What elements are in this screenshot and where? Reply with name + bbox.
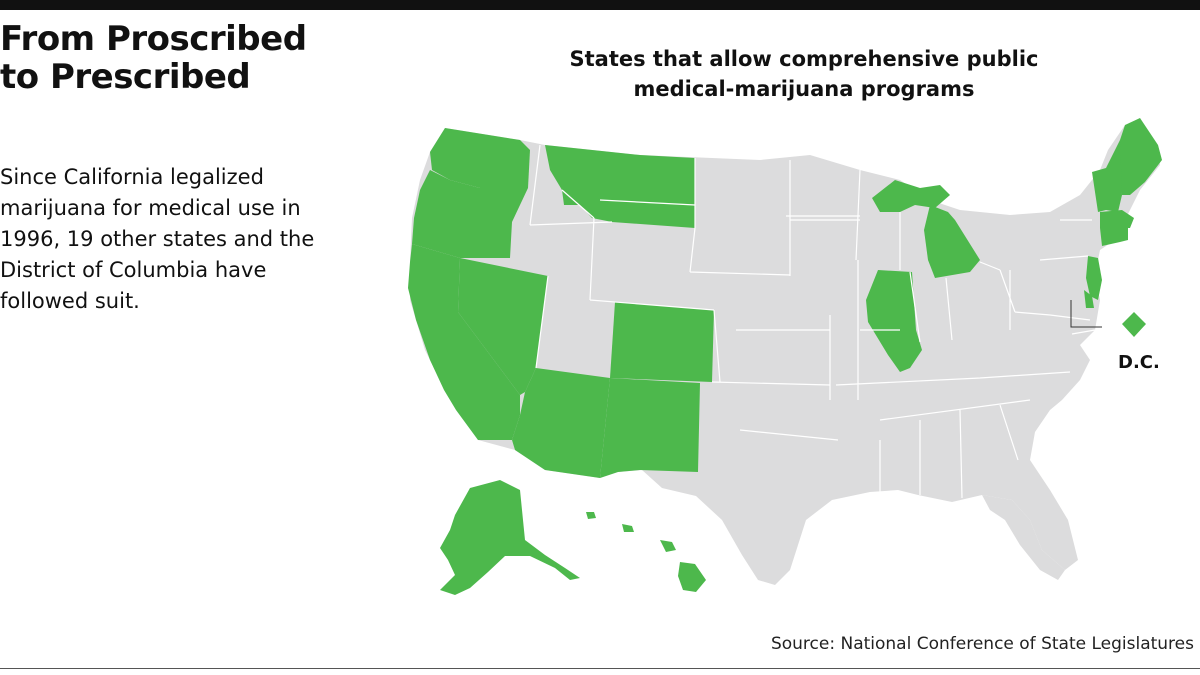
top-rule (0, 0, 1200, 10)
state-rhode-island (1120, 228, 1128, 242)
state-hawaii-oahu (622, 524, 634, 532)
state-michigan-lower (924, 205, 980, 278)
dek-text: Since California legalized marijuana for… (0, 165, 315, 313)
state-oregon (412, 170, 528, 258)
state-new-jersey (1086, 256, 1102, 300)
state-nevada (458, 258, 548, 395)
state-connecticut (1100, 228, 1120, 246)
dc-marker (1122, 312, 1146, 337)
dc-leader-line (1070, 300, 1102, 328)
state-arizona (512, 368, 610, 478)
headline-line-1: From Proscribed (0, 19, 307, 59)
bottom-rule (0, 668, 1200, 669)
state-alaska (440, 480, 580, 595)
state-maine (1118, 118, 1162, 195)
florida-outline (982, 495, 1065, 580)
map-title-line-1: States that allow comprehensive public (569, 47, 1039, 71)
state-new-hampshire (1106, 140, 1122, 212)
state-illinois (866, 270, 922, 372)
state-colorado (610, 302, 714, 382)
map-title-line-2: medical-marijuana programs (633, 77, 975, 101)
state-washington (430, 128, 530, 188)
state-borders (529, 144, 1096, 499)
state-hawaii-big-island (678, 562, 706, 592)
state-delaware (1084, 290, 1094, 308)
state-michigan-upper (872, 180, 950, 212)
headline: From Proscribed to Prescribed (0, 20, 360, 96)
state-hawaii-maui (660, 540, 676, 552)
map-title: States that allow comprehensive public m… (500, 44, 1108, 104)
state-new-mexico (600, 378, 700, 478)
state-california (408, 244, 520, 440)
state-vermont (1092, 168, 1106, 212)
state-massachusetts (1100, 210, 1134, 228)
headline-line-2: to Prescribed (0, 57, 251, 97)
dc-label: D.C. (1118, 352, 1160, 373)
source-credit: Source: National Conference of State Leg… (770, 634, 1194, 654)
state-hawaii-kauai (586, 512, 596, 519)
